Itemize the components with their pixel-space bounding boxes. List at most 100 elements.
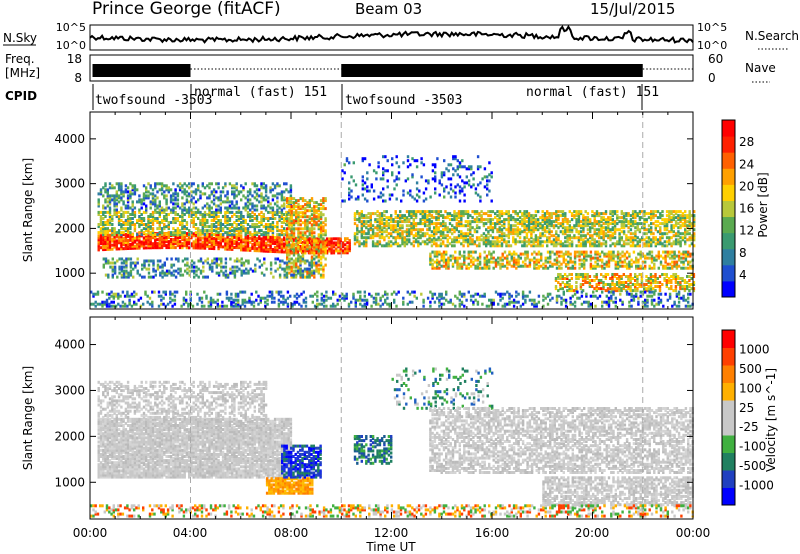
power-cell: [190, 263, 194, 267]
power-cell: [290, 261, 293, 265]
power-cell: [535, 262, 538, 266]
power-cell: [176, 194, 180, 198]
power-cell: [235, 240, 238, 244]
power-cell: [253, 231, 256, 235]
power-cell: [170, 271, 173, 275]
power-cell: [231, 241, 234, 245]
power-cell: [566, 275, 569, 278]
power-cell: [194, 246, 198, 250]
power-cell: [616, 242, 619, 246]
power-cell: [276, 257, 280, 261]
power-cell: [315, 209, 318, 213]
power-cell: [297, 199, 300, 203]
power-cell: [298, 241, 302, 244]
power-cell: [317, 271, 320, 275]
power-cell: [446, 244, 449, 248]
power-cell: [579, 283, 583, 286]
power-cell: [509, 218, 513, 222]
power-cell: [224, 215, 227, 218]
power-cell: [174, 217, 177, 220]
power-cell: [650, 238, 653, 242]
power-cell: [500, 212, 504, 216]
power-cell: [607, 250, 611, 254]
power-cell: [313, 273, 316, 277]
power-cell: [267, 219, 270, 222]
power-cell: [460, 254, 464, 258]
power-cell: [371, 228, 375, 232]
power-cell: [602, 281, 605, 284]
power-cell: [668, 212, 671, 216]
power-cell: [421, 212, 424, 216]
power-cell: [306, 243, 309, 247]
power-cell: [104, 229, 107, 233]
power-cell: [106, 235, 109, 239]
power-cell: [392, 236, 395, 240]
power-cell: [212, 194, 216, 198]
power-cell: [306, 225, 309, 229]
power-cell: [429, 256, 432, 260]
power-cell: [645, 240, 648, 244]
power-cell: [304, 275, 307, 279]
power-cell: [197, 275, 200, 279]
power-cell: [555, 266, 559, 270]
power-cell: [489, 224, 492, 228]
power-cell: [358, 212, 361, 216]
power-cell: [563, 273, 567, 276]
power-cell: [656, 220, 660, 224]
power-cell: [192, 202, 195, 206]
power-cell: [512, 250, 516, 254]
power-cell: [280, 194, 284, 198]
power-cell: [394, 236, 397, 240]
power-cell: [280, 192, 284, 196]
power-cell: [319, 225, 323, 229]
power-cell: [408, 224, 411, 228]
power-cell: [219, 194, 222, 198]
power-cell: [439, 234, 443, 238]
power-cell: [156, 204, 159, 208]
power-cell: [297, 265, 300, 269]
power-cell: [249, 267, 252, 271]
power-cell: [428, 210, 431, 214]
power-cell: [224, 239, 227, 243]
power-cell: [206, 275, 209, 279]
power-cell: [569, 256, 572, 260]
power-cell: [287, 240, 290, 244]
power-cell: [589, 228, 592, 232]
power-cell: [537, 224, 540, 228]
power-cell: [190, 236, 193, 240]
power-cell: [158, 213, 161, 216]
power-cell: [629, 218, 633, 222]
power-cell: [369, 226, 372, 230]
power-cell: [151, 210, 155, 214]
power-cell: [298, 245, 302, 248]
power-cell: [537, 244, 540, 248]
power-cell: [577, 277, 580, 280]
power-cell: [497, 260, 500, 264]
power-cell: [150, 259, 153, 263]
power-cell: [133, 206, 137, 210]
power-cell: [124, 233, 128, 236]
power-cell: [423, 232, 427, 236]
power-cell: [339, 239, 342, 243]
power-cell: [645, 242, 648, 246]
power-cell: [231, 271, 234, 275]
power-cell: [299, 207, 302, 211]
power-cell: [292, 271, 296, 275]
power-cell: [668, 214, 671, 218]
power-cell: [475, 220, 479, 224]
power-cell: [226, 215, 229, 218]
power-cell: [423, 240, 427, 244]
power-cell: [167, 236, 170, 239]
power-cell: [244, 221, 247, 224]
power-cell: [301, 259, 304, 263]
power-cell: [376, 242, 379, 246]
power-cell: [410, 226, 413, 230]
power-cell: [229, 271, 232, 275]
power-cell: [258, 265, 261, 269]
power-cell: [211, 269, 214, 273]
power-cell: [670, 228, 673, 232]
power-cell: [378, 212, 382, 216]
power-cell: [462, 224, 465, 228]
power-cell: [661, 234, 664, 238]
power-cell: [387, 242, 391, 246]
